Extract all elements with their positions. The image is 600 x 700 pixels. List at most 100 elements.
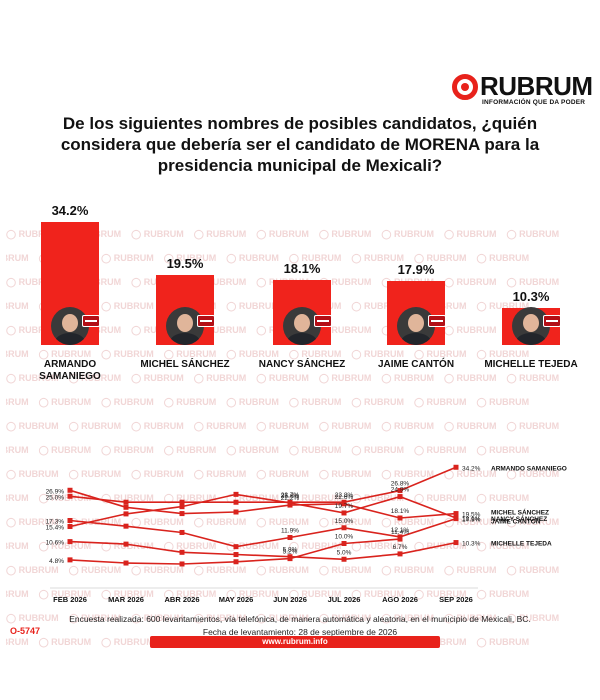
data-label: 5.2% — [283, 549, 298, 556]
data-point — [67, 518, 73, 524]
data-point — [397, 551, 403, 557]
bar-value-label: 19.5% — [166, 255, 204, 271]
data-label: 11.9% — [281, 528, 299, 535]
data-label: 19.5% — [462, 512, 481, 519]
data-point — [341, 525, 347, 531]
data-label: 18.1% — [391, 508, 410, 515]
data-point — [341, 510, 347, 516]
data-label: 19.7% — [335, 503, 354, 510]
candidate-name: ARMANDO SAMANIEGO — [39, 359, 101, 382]
party-badge-icon — [314, 315, 332, 327]
data-point — [341, 556, 347, 562]
data-point — [397, 515, 403, 521]
data-label: 10.3% — [462, 541, 481, 548]
data-point — [341, 541, 347, 546]
data-label: 6.7% — [393, 544, 408, 551]
data-point — [397, 536, 403, 542]
data-label: 34.2% — [462, 465, 481, 472]
date-note: Fecha de levantamiento: 28 de septiembre… — [202, 627, 398, 637]
data-point — [179, 549, 185, 555]
data-point — [67, 539, 73, 545]
rubrum-logo: RUBRUM INFORMACIÓN QUE DA PODER — [452, 71, 593, 108]
data-point — [287, 535, 293, 541]
data-point — [233, 509, 239, 515]
series-line-3 — [69, 493, 457, 528]
data-label: 17.3% — [46, 519, 65, 526]
data-label: 5.0% — [337, 549, 352, 556]
candidate-photo-icon — [512, 307, 550, 345]
data-point — [179, 511, 185, 517]
data-point — [453, 511, 459, 517]
x-tick-label: AGO 2026 — [382, 595, 418, 604]
x-tick-label: JUL 2026 — [328, 595, 361, 604]
data-label: 23.8% — [335, 492, 354, 499]
data-label: 18.1% — [462, 516, 481, 523]
series-legend-label: MICHEL SÁNCHEZ — [491, 508, 549, 517]
party-badge-icon — [428, 315, 446, 327]
data-label: 12.1% — [391, 527, 410, 534]
data-point — [233, 491, 239, 497]
x-tick-label: MAY 2026 — [219, 595, 254, 604]
data-point — [123, 523, 129, 529]
data-label: 10.0% — [335, 534, 354, 541]
data-point — [453, 540, 459, 546]
data-label: 26.8% — [391, 481, 410, 488]
data-point — [233, 499, 239, 505]
website-link[interactable]: www.rubrum.info — [150, 636, 440, 648]
data-label: 4.8% — [49, 558, 64, 565]
data-point — [123, 541, 129, 547]
data-point — [397, 488, 403, 494]
data-point — [67, 493, 73, 499]
party-badge-icon — [197, 315, 215, 327]
candidate-name: JAIME CANTÓN — [377, 359, 455, 370]
data-label: 24.9% — [391, 487, 410, 494]
data-point — [397, 494, 403, 500]
logo-ring-icon — [452, 74, 478, 100]
series-legend-label: NANCY SÁNCHEZ — [491, 514, 547, 523]
data-point — [179, 499, 185, 505]
candidate-name: NANCY SÁNCHEZ — [258, 359, 346, 370]
bar-value-label: 10.3% — [512, 288, 550, 304]
data-point — [123, 504, 129, 510]
data-point — [233, 552, 239, 558]
party-badge-icon — [543, 315, 561, 327]
data-label: 10.6% — [46, 540, 65, 547]
data-point — [287, 556, 293, 562]
data-point — [179, 529, 185, 535]
data-point — [67, 557, 73, 563]
data-label: 26.9% — [46, 488, 65, 495]
candidate-name: MICHEL SÁNCHEZ — [140, 359, 230, 370]
data-label: 15.0% — [335, 518, 354, 525]
logo-name: RUBRUM — [480, 71, 593, 101]
data-label: 22.6% — [335, 494, 354, 501]
x-tick-label: FEB 2026 — [53, 595, 87, 604]
data-point — [453, 516, 459, 522]
data-label: 23.7% — [281, 492, 300, 499]
data-point — [233, 559, 239, 565]
data-point — [67, 523, 73, 529]
series-legend-label: ARMANDO SAMANIEGO — [491, 465, 567, 472]
data-point — [123, 511, 129, 517]
x-tick-label: ABR 2026 — [164, 595, 199, 604]
chart-title: De los siguientes nombres de posibles ca… — [60, 114, 540, 175]
data-label: 5.8% — [283, 547, 298, 554]
data-label: 11.4% — [391, 529, 409, 536]
data-point — [287, 500, 293, 506]
data-label: 17.9% — [462, 517, 481, 524]
bar-value-label: 17.9% — [397, 261, 435, 277]
data-point — [67, 487, 73, 493]
data-point — [123, 560, 129, 566]
x-tick-label: SEP 2026 — [439, 595, 473, 604]
series-line-1 — [69, 466, 457, 503]
logo-tagline: INFORMACIÓN QUE DA PODER — [482, 99, 586, 106]
data-point — [123, 499, 129, 505]
line-chart: 25.0% 23.7% 23.8% 26.8% 34.2% ARMANDO SAMANIE… — [46, 464, 567, 604]
candidate-name: MICHELLE TEJEDA — [484, 359, 578, 370]
survey-code: O-5747 — [10, 626, 41, 636]
series-line-5 — [69, 540, 457, 561]
data-point — [179, 561, 185, 567]
data-point — [341, 501, 347, 507]
data-label: 25.0% — [46, 494, 65, 501]
series-legend-label: MICHELLE TEJEDA — [491, 541, 552, 548]
bar-value-label: 34.2% — [51, 202, 89, 218]
